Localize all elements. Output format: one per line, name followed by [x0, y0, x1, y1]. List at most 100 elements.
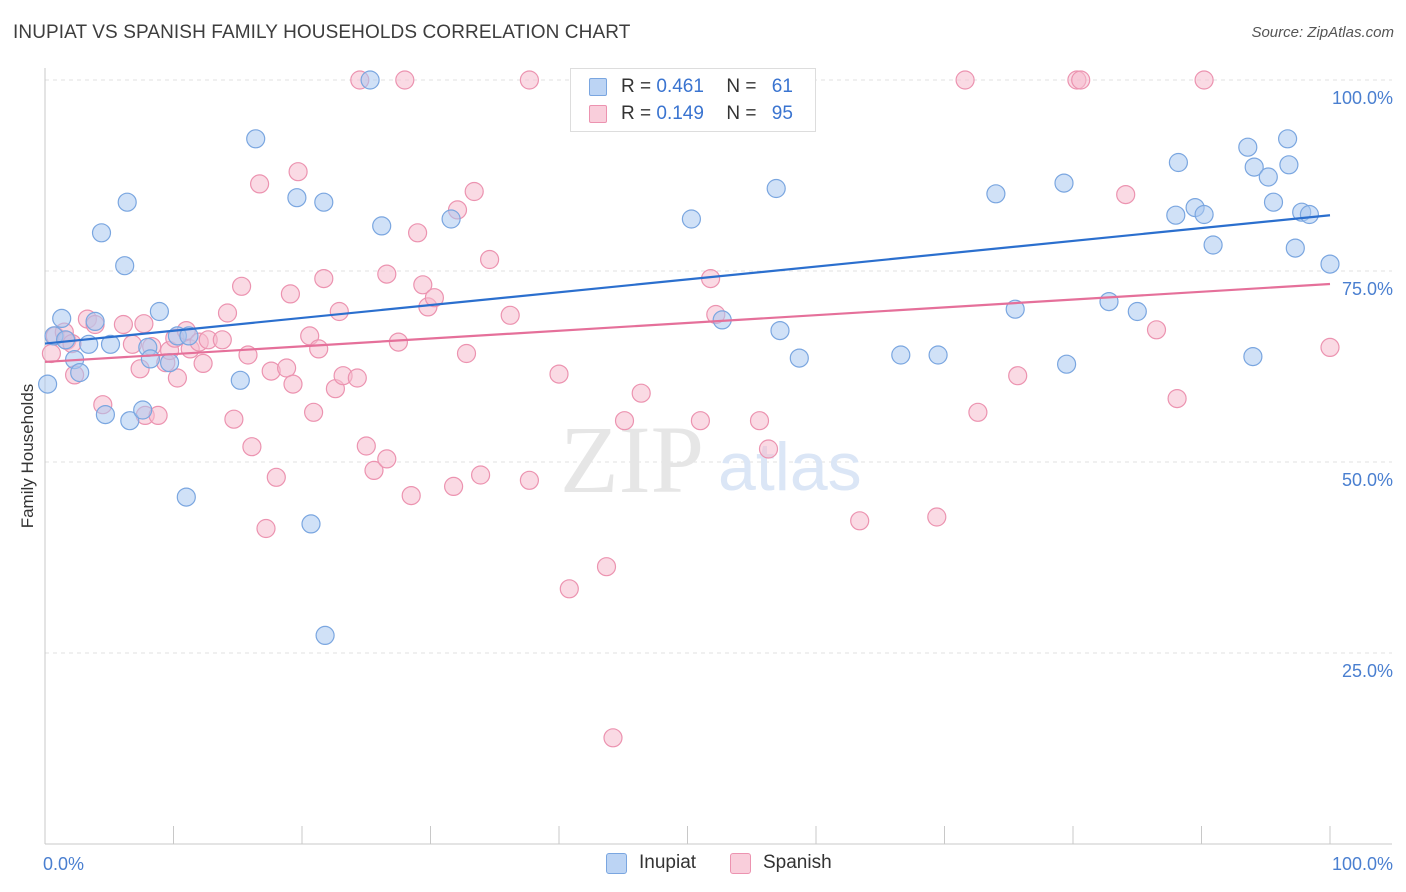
inupiat-point	[315, 625, 335, 646]
inupiat-point	[891, 345, 911, 365]
spanish-point	[122, 334, 142, 354]
spanish-point	[480, 249, 500, 270]
inupiat-point	[133, 400, 153, 420]
inupiat-point	[179, 326, 199, 346]
spanish-point	[464, 181, 484, 202]
inupiat-trend-line	[44, 214, 1331, 345]
spanish-point	[614, 411, 635, 431]
chart-title: INUPIAT VS SPANISH FAMILY HOUSEHOLDS COR…	[13, 22, 631, 43]
legend-row-spanish: R = 0.149 N = 95	[589, 102, 793, 126]
inupiat-point	[230, 370, 250, 390]
spanish-n-label: N =	[726, 103, 762, 124]
spanish-point	[1146, 320, 1167, 340]
inupiat-point	[766, 178, 786, 199]
spanish-point	[758, 439, 779, 459]
inupiat-point	[160, 353, 180, 373]
inupiat-point	[100, 334, 121, 354]
inupiat-legend-label: Inupiat	[639, 852, 697, 873]
inupiat-point	[70, 363, 90, 383]
legend-row-inupiat: R = 0.461 N = 61	[589, 75, 793, 99]
spanish-swatch	[589, 105, 607, 123]
inupiat-point	[140, 349, 160, 369]
spanish-point	[519, 470, 540, 490]
spanish-point	[690, 411, 711, 431]
inupiat-point	[1279, 155, 1299, 175]
spanish-point	[280, 284, 300, 304]
spanish-trend-line	[44, 282, 1331, 364]
spanish-point	[113, 314, 134, 335]
inupiat-point	[117, 192, 137, 212]
spanish-point	[377, 264, 397, 284]
spanish-point	[456, 343, 477, 364]
spanish-point	[631, 383, 651, 403]
inupiat-point	[1054, 173, 1074, 193]
watermark: ZIP atlas	[560, 406, 862, 513]
inupiat-point	[52, 308, 72, 328]
spanish-point	[395, 70, 415, 90]
watermark-atlas: atlas	[718, 429, 862, 505]
inupiat-point	[1127, 301, 1147, 322]
spanish-points	[41, 70, 1340, 748]
spanish-point	[559, 579, 579, 599]
inupiat-point	[681, 209, 702, 229]
spanish-point	[749, 411, 770, 431]
spanish-point	[413, 275, 433, 295]
y-tick-label: 100.0%	[1332, 88, 1393, 108]
spanish-point	[288, 162, 308, 182]
spanish-n-value: 95	[771, 103, 793, 124]
inupiat-point	[1005, 299, 1025, 319]
spanish-point	[401, 486, 421, 506]
spanish-point	[266, 467, 286, 487]
spanish-point	[596, 557, 617, 577]
spanish-point	[212, 330, 232, 350]
spanish-point	[314, 269, 334, 289]
spanish-point	[519, 70, 540, 90]
axes	[44, 68, 1392, 845]
spanish-point	[471, 465, 491, 485]
spanish-point	[955, 70, 975, 90]
spanish-point	[256, 518, 276, 539]
spanish-point	[603, 728, 623, 748]
inupiat-point	[314, 192, 334, 212]
inupiat-point	[149, 301, 169, 322]
spanish-point	[217, 303, 238, 323]
inupiat-legend-swatch	[606, 852, 627, 874]
y-tick-label: 25.0%	[1342, 661, 1393, 681]
inupiat-point	[1194, 204, 1214, 225]
spanish-point	[167, 368, 187, 388]
spanish-point	[377, 449, 397, 469]
inupiat-point	[1277, 129, 1298, 149]
spanish-point	[261, 361, 281, 381]
inupiat-point	[1320, 254, 1340, 274]
inupiat-point	[372, 216, 392, 236]
inupiat-point	[1238, 137, 1258, 157]
spanish-point	[968, 402, 988, 422]
spanish-point	[347, 368, 367, 388]
spanish-point	[304, 402, 324, 422]
legend-item-inupiat: Inupiat	[606, 852, 696, 874]
inupiat-point	[1244, 157, 1264, 177]
inupiat-point	[1258, 167, 1278, 187]
trend-lines	[44, 214, 1331, 364]
inupiat-point	[928, 345, 948, 365]
inupiat-point	[115, 256, 135, 276]
x-tick-label: 0.0%	[43, 854, 84, 874]
inupiat-point	[1056, 354, 1077, 374]
inupiat-point	[301, 514, 321, 534]
spanish-point	[1194, 70, 1214, 90]
inupiat-point	[287, 188, 307, 208]
spanish-point	[193, 353, 213, 373]
inupiat-point	[246, 129, 266, 149]
inupiat-point	[91, 223, 112, 243]
spanish-point	[224, 409, 244, 429]
spanish-point	[134, 314, 154, 334]
spanish-point	[1008, 366, 1028, 386]
inupiat-point	[1168, 152, 1189, 173]
inupiat-r-label: R =	[621, 76, 657, 97]
spanish-point	[444, 476, 464, 496]
x-tick-label: 100.0%	[1332, 854, 1393, 874]
inupiat-point	[85, 311, 105, 331]
inupiat-point	[1099, 292, 1119, 312]
spanish-point	[549, 364, 569, 384]
